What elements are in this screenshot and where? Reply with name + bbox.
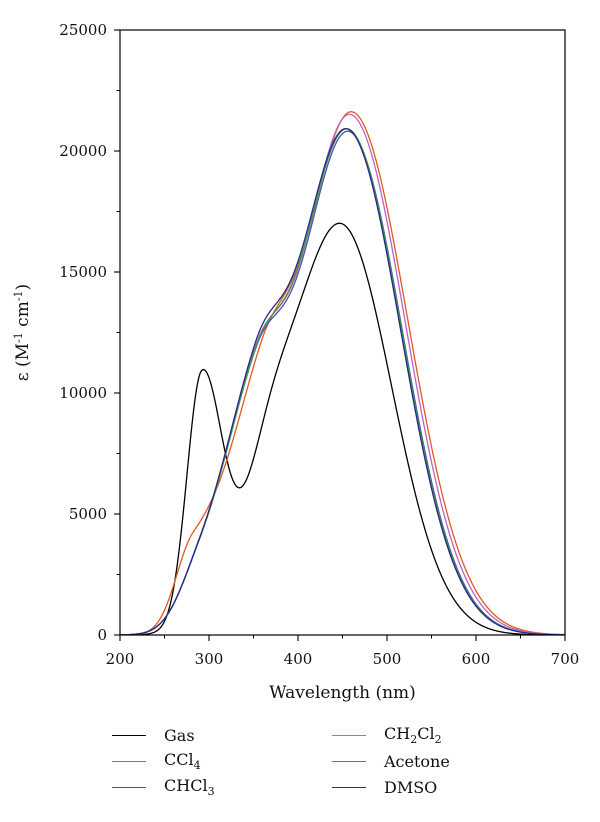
legend-label: Gas [164, 725, 195, 745]
x-tick-label: 300 [195, 650, 224, 668]
y-tick-label: 5000 [69, 505, 107, 523]
legend-swatch [112, 760, 146, 762]
series-line-gas [120, 222, 565, 635]
series-line-acetone [120, 128, 565, 635]
y-tick-label: 10000 [59, 384, 107, 402]
legend-item-ch2cl2: CH2Cl2 [332, 724, 442, 746]
axes: 200 300 400 500 600 700 0 5000 10000 15000 20000 25… [59, 21, 579, 668]
legend-item-ccl4: CCl4 [112, 750, 201, 772]
series-line-ch2cl2 [120, 113, 565, 635]
plot-area [120, 111, 565, 635]
legend-label: CCl4 [164, 749, 201, 773]
x-axis-title: Wavelength (nm) [269, 683, 416, 703]
legend: Gas CCl4 CHCl3 CH2Cl2 Acetone DMSO [112, 724, 552, 814]
legend-item-chcl3: CHCl3 [112, 776, 215, 798]
legend-swatch [112, 786, 146, 788]
x-tick-label: 400 [284, 650, 313, 668]
legend-item-acetone: Acetone [332, 750, 450, 772]
x-tick-label: 500 [373, 650, 402, 668]
legend-label: CHCl3 [164, 775, 215, 799]
series-line-chcl3 [120, 130, 565, 635]
y-tick-label: 25000 [59, 21, 107, 39]
y-tick-label: 15000 [59, 263, 107, 281]
y-tick-label: 0 [97, 626, 107, 644]
legend-label: Acetone [384, 751, 450, 771]
x-tick-label: 700 [551, 650, 580, 668]
legend-label: DMSO [384, 777, 438, 797]
x-tick-label: 600 [462, 650, 491, 668]
series-line-dmso [120, 128, 565, 635]
y-tick-label: 20000 [59, 142, 107, 160]
y-axis-title: ε (M-1 cm-1) [12, 284, 34, 381]
series-line-ccl4 [120, 111, 565, 635]
x-tick-label: 200 [106, 650, 135, 668]
legend-swatch [332, 760, 366, 762]
legend-swatch [112, 734, 146, 736]
legend-swatch [332, 734, 366, 736]
legend-label: CH2Cl2 [384, 723, 442, 747]
legend-item-dmso: DMSO [332, 776, 437, 798]
legend-swatch [332, 786, 366, 788]
legend-item-gas: Gas [112, 724, 195, 746]
